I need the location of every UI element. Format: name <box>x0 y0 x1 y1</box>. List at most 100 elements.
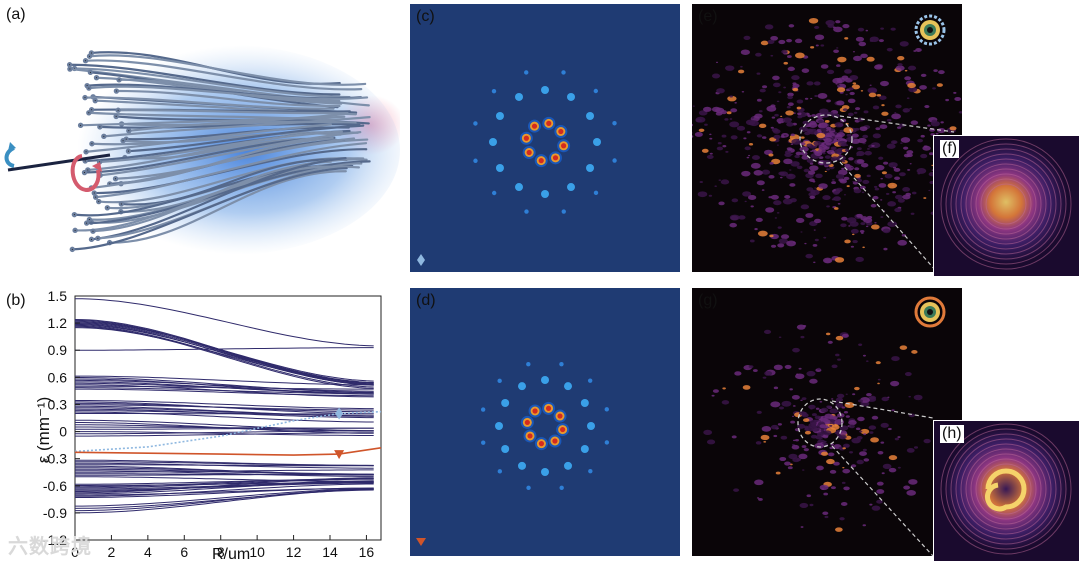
speckle <box>835 173 845 179</box>
speckle <box>697 191 708 198</box>
speckle <box>755 52 762 57</box>
speckle <box>804 97 809 100</box>
speckle <box>730 108 738 113</box>
speckle <box>796 106 802 110</box>
mode-spot <box>541 86 549 94</box>
speckle <box>845 393 848 395</box>
speckle <box>806 81 814 86</box>
fringe-ring <box>955 438 1057 540</box>
speckle <box>937 128 946 134</box>
speckle <box>796 324 806 330</box>
speckle <box>897 198 905 203</box>
speckle <box>756 497 760 499</box>
speckle <box>727 95 737 102</box>
fiber-strand <box>120 158 348 206</box>
speckle <box>867 87 878 94</box>
speckle <box>839 517 845 521</box>
x-tick-label: 16 <box>359 544 375 560</box>
speckle <box>890 27 896 31</box>
speckle <box>870 224 880 230</box>
mode-spot <box>559 485 564 490</box>
speckle <box>805 213 814 218</box>
fiber-end <box>101 133 107 140</box>
speckle <box>868 425 877 430</box>
speckle <box>844 163 851 168</box>
band-curve <box>75 431 374 436</box>
speckle <box>861 191 865 194</box>
speckle <box>826 99 831 103</box>
speckle <box>841 406 846 409</box>
mode-spot <box>612 121 617 126</box>
panel-label-h: (h) <box>940 425 964 443</box>
fringe-ring <box>980 463 1032 515</box>
fiber-strand <box>120 120 357 127</box>
y-ticks: 1.5 1.2 0.9 0.6 0.3 0 -0.3 -0.6 -0.9 -1.2 <box>43 288 80 548</box>
speckle <box>797 112 802 116</box>
speckle-pattern-g <box>703 296 946 556</box>
speckle <box>833 196 842 202</box>
speckle <box>737 69 745 74</box>
triangle-marker <box>334 450 345 460</box>
band-curve <box>75 478 374 485</box>
y-tick-label: -1.2 <box>43 532 67 548</box>
speckle <box>836 135 839 137</box>
speckle <box>790 133 795 137</box>
speckle <box>743 35 751 40</box>
speckle <box>790 161 800 167</box>
speckle <box>714 185 717 187</box>
speckle <box>806 158 815 164</box>
mode-spot <box>580 399 589 407</box>
speckle <box>856 147 862 151</box>
speckle <box>863 458 870 462</box>
speckle <box>810 97 813 100</box>
fiber-end <box>82 94 88 101</box>
series-orange <box>74 447 382 456</box>
speckle <box>772 75 780 81</box>
speckle <box>760 40 769 46</box>
speckle <box>881 396 889 402</box>
speckle <box>769 234 774 238</box>
fiber-end <box>87 69 94 76</box>
speckle <box>784 150 792 155</box>
ring-pattern-f <box>940 138 1072 270</box>
mode-spot <box>561 70 566 75</box>
speckle <box>763 440 767 443</box>
speckle <box>881 472 885 475</box>
speckle <box>800 335 805 339</box>
speckle <box>826 405 832 409</box>
speckle <box>813 81 821 86</box>
x-tick-label: 0 <box>71 544 79 560</box>
mode-spot <box>491 88 497 94</box>
band-curve <box>75 430 374 435</box>
fiber-strand <box>108 170 347 244</box>
speckle <box>770 104 776 108</box>
band-curve <box>74 408 374 419</box>
speckle <box>780 435 788 440</box>
fiber-strand <box>87 85 369 100</box>
band-curve <box>75 459 374 466</box>
speckle <box>835 187 843 193</box>
vortex-beam-icon-orange <box>914 296 946 328</box>
speckle <box>824 413 834 419</box>
speckle <box>826 126 832 131</box>
speckle <box>928 152 934 156</box>
speckle <box>824 137 832 143</box>
speckle <box>824 155 831 159</box>
speckle <box>864 150 872 156</box>
speckle <box>858 430 863 433</box>
speckle <box>857 416 865 422</box>
speckle <box>902 108 911 113</box>
speckle <box>852 181 859 185</box>
speckle <box>852 82 857 85</box>
band-curve <box>75 470 374 477</box>
fiber-end <box>92 97 98 104</box>
speckle <box>892 166 897 169</box>
speckle <box>722 144 727 148</box>
speckle <box>795 151 802 156</box>
speckle <box>695 118 702 123</box>
speckle <box>790 420 796 424</box>
speckle <box>826 69 835 75</box>
speckle <box>866 174 871 178</box>
speckle <box>784 461 791 466</box>
band-curve <box>74 298 374 347</box>
